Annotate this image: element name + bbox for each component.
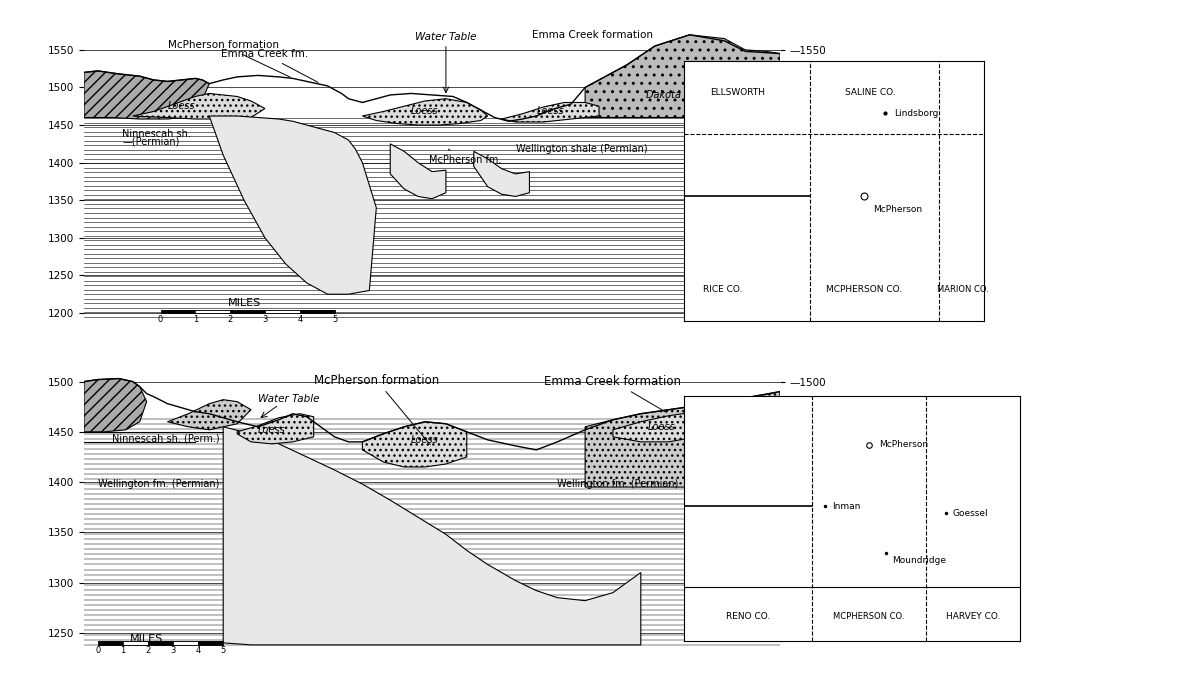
Text: MILES: MILES [130,634,163,644]
Text: RICE CO.: RICE CO. [703,285,743,294]
Text: Emma Creek formation: Emma Creek formation [532,30,653,40]
Text: Dakota group (Cret.): Dakota group (Cret.) [646,90,748,100]
Text: Loess: Loess [258,425,286,435]
Text: Lindsborg: Lindsborg [894,108,938,118]
Text: 2: 2 [228,315,233,324]
Text: 4: 4 [196,646,200,655]
Text: —(Permian): —(Permian) [122,136,180,147]
Polygon shape [168,400,251,430]
Text: Ninnescah sh. (Perm.): Ninnescah sh. (Perm.) [112,434,220,444]
Polygon shape [223,427,641,645]
Text: McPherson: McPherson [878,440,928,449]
Polygon shape [238,414,313,444]
Text: Loess: Loess [412,435,439,445]
Polygon shape [502,102,599,122]
Text: MARION CO.: MARION CO. [937,285,989,294]
Text: 0: 0 [158,315,163,324]
Polygon shape [362,421,467,467]
Text: 1: 1 [193,315,198,324]
Text: 5: 5 [332,315,337,324]
Polygon shape [586,391,780,487]
Polygon shape [586,35,780,117]
Text: ELLSWORTH: ELLSWORTH [710,88,766,97]
Polygon shape [390,144,446,198]
Text: McPherson formation: McPherson formation [168,40,290,77]
Text: 4: 4 [298,315,302,324]
Text: Wellington shale (Permian): Wellington shale (Permian) [516,144,647,154]
Text: Inman: Inman [832,501,860,511]
Text: Loess: Loess [168,101,196,111]
Text: Wellington fm. (Permian): Wellington fm. (Permian) [98,479,220,489]
Text: Moundridge: Moundridge [893,556,947,565]
Polygon shape [84,379,146,432]
Polygon shape [84,71,209,119]
Polygon shape [133,93,265,119]
Text: 1: 1 [120,646,126,655]
Text: Water Table: Water Table [415,32,476,42]
Text: Loess: Loess [536,106,564,117]
Text: McPherson formation: McPherson formation [313,374,439,445]
Text: Emma Creek fm.: Emma Creek fm. [221,49,318,83]
Text: MCPHERSON CO.: MCPHERSON CO. [833,612,905,621]
Text: 0: 0 [95,646,101,655]
Text: 2: 2 [145,646,151,655]
Text: Ninnescah sh.: Ninnescah sh. [122,129,191,139]
Text: McPherson: McPherson [872,205,922,213]
Text: Emma Creek formation: Emma Creek formation [545,374,682,413]
Text: Water Table: Water Table [258,394,319,404]
Text: McPherson fm.: McPherson fm. [428,149,500,164]
Text: 3: 3 [170,646,175,655]
Text: Wellington fm. (Permian): Wellington fm. (Permian) [557,479,679,489]
Polygon shape [613,412,710,442]
Polygon shape [474,151,529,196]
Text: Loess: Loess [412,106,439,117]
Text: SALINE CO.: SALINE CO. [845,88,895,97]
Text: MCPHERSON CO.: MCPHERSON CO. [826,285,902,294]
Text: 3: 3 [263,315,268,324]
Text: MILES: MILES [228,298,260,308]
Text: Goessel: Goessel [953,509,989,518]
Text: RENO CO.: RENO CO. [726,612,770,621]
Polygon shape [362,99,487,125]
Text: 5: 5 [221,646,226,655]
Text: Loess: Loess [648,421,676,432]
Polygon shape [209,116,377,294]
Text: HARVEY CO.: HARVEY CO. [946,612,1000,621]
